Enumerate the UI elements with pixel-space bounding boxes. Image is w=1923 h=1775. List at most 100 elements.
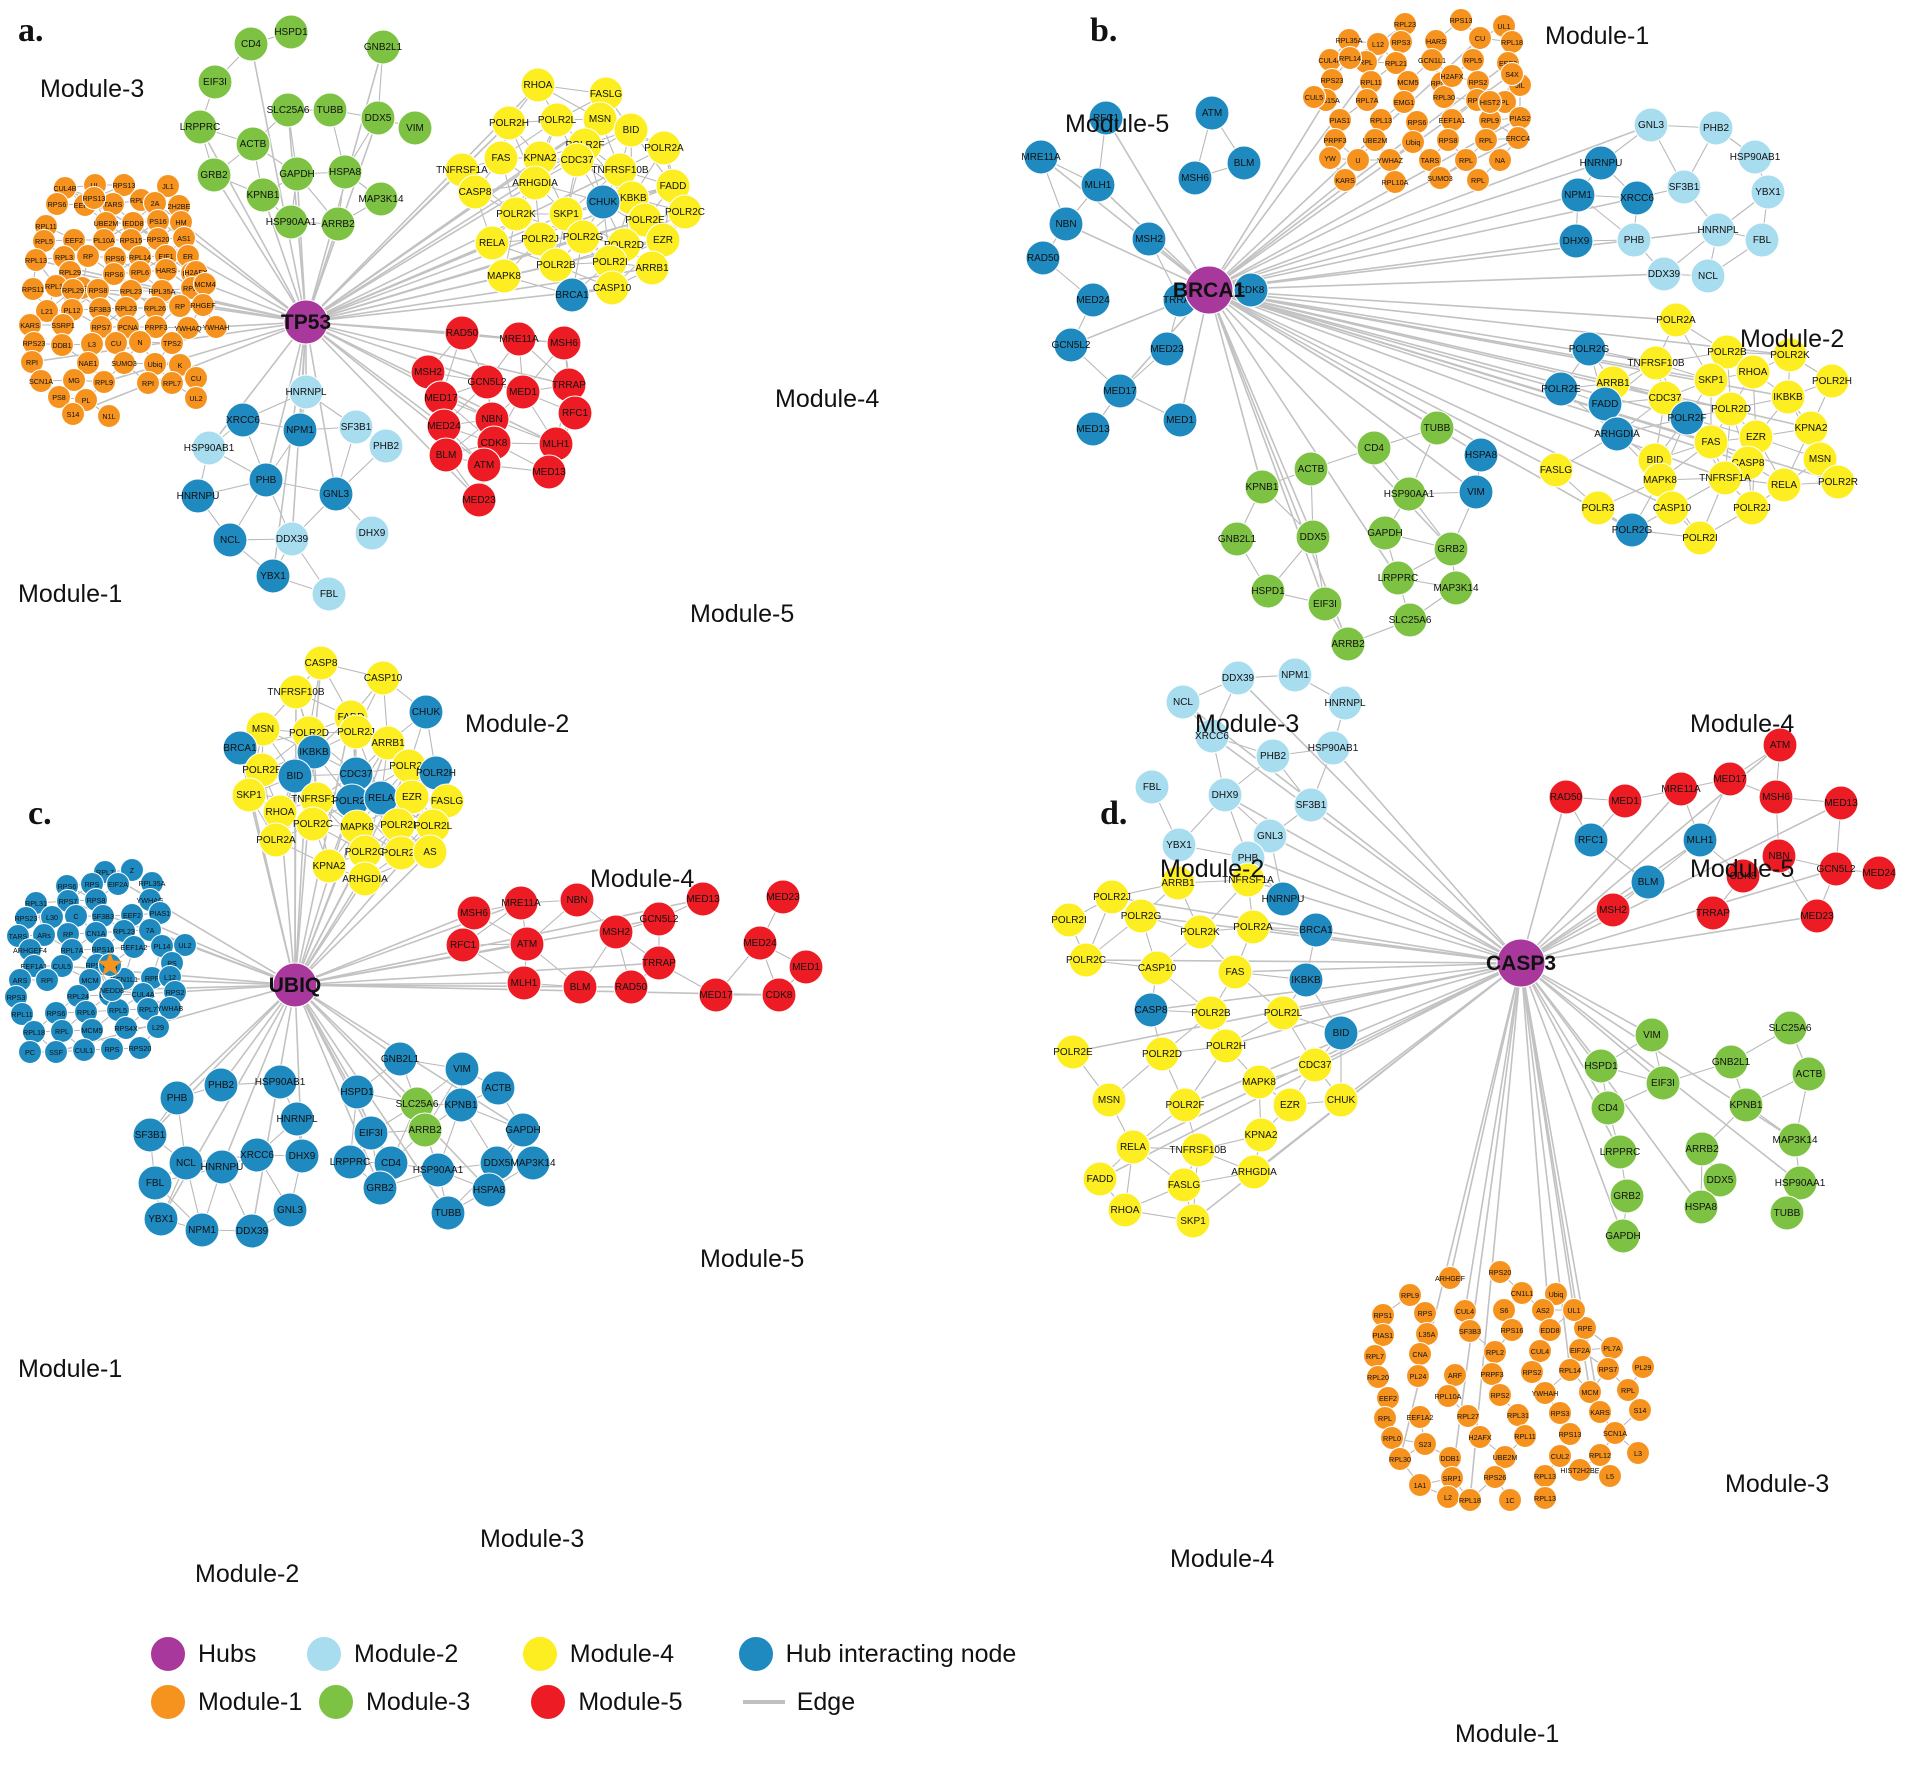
network-node-ddb1[interactable] xyxy=(49,332,75,358)
network-node-ezr[interactable] xyxy=(394,779,430,815)
network-node-med24[interactable] xyxy=(1075,282,1111,318)
network-node-cul4a[interactable] xyxy=(1317,47,1343,73)
network-node-eif3i[interactable] xyxy=(1645,1065,1681,1101)
network-node-ybx1[interactable] xyxy=(143,1201,179,1237)
network-node-ddx39[interactable] xyxy=(234,1213,270,1249)
network-node-polr2l[interactable] xyxy=(539,102,575,138)
network-node-sumo3[interactable] xyxy=(1427,165,1453,191)
network-node-ars[interactable] xyxy=(31,922,57,948)
network-node-vim[interactable] xyxy=(444,1051,480,1087)
network-node-rp[interactable] xyxy=(167,293,193,319)
network-node-map3k14[interactable] xyxy=(515,1145,551,1181)
network-node-l3[interactable] xyxy=(1625,1440,1651,1466)
network-node-polr2c[interactable] xyxy=(667,194,703,230)
network-node-rpl9[interactable] xyxy=(1397,1282,1423,1308)
network-node-rpl[interactable] xyxy=(1453,147,1479,173)
network-node-phb[interactable] xyxy=(159,1080,195,1116)
network-node-med1[interactable] xyxy=(505,374,541,410)
network-node-mlh1[interactable] xyxy=(1080,167,1116,203)
network-node-polr2a[interactable] xyxy=(646,130,682,166)
network-node-polr2a[interactable] xyxy=(258,822,294,858)
network-node-actb[interactable] xyxy=(480,1070,516,1106)
network-node-npm1[interactable] xyxy=(1277,657,1313,693)
network-node-casp10[interactable] xyxy=(594,270,630,306)
network-node-polr2j[interactable] xyxy=(338,714,374,750)
network-node-cul4[interactable] xyxy=(1452,1298,1478,1324)
network-node-rpl30[interactable] xyxy=(1387,1446,1413,1472)
network-node-s4x[interactable] xyxy=(1499,61,1525,87)
network-node-faslg[interactable] xyxy=(1538,452,1574,488)
network-node-kars[interactable] xyxy=(1587,1399,1613,1425)
network-node-casp8[interactable] xyxy=(303,645,339,681)
network-node-kpnb1[interactable] xyxy=(1728,1087,1764,1123)
network-node-hnrnpu[interactable] xyxy=(1583,145,1619,181)
network-node-hsp90aa1[interactable] xyxy=(1782,1165,1818,1201)
network-node-rps13[interactable] xyxy=(1448,7,1474,33)
network-node-med23[interactable] xyxy=(1149,331,1185,367)
network-node-atm[interactable] xyxy=(1762,727,1798,763)
network-node-rpl18[interactable] xyxy=(1457,1487,1483,1513)
network-node-s23[interactable] xyxy=(1412,1431,1438,1457)
network-node-polr2e[interactable] xyxy=(1055,1034,1091,1070)
network-node-polr2b[interactable] xyxy=(1193,995,1229,1031)
network-node-gnb2l1[interactable] xyxy=(1713,1044,1749,1080)
network-node-pl7a[interactable] xyxy=(1599,1335,1625,1361)
network-node-msh6[interactable] xyxy=(546,325,582,361)
network-node-pl10a[interactable] xyxy=(91,227,117,253)
network-node-pl29[interactable] xyxy=(1630,1354,1656,1380)
network-node-l2[interactable] xyxy=(1435,1484,1461,1510)
network-node-med17[interactable] xyxy=(1712,761,1748,797)
network-node-arf[interactable] xyxy=(1442,1362,1468,1388)
network-node-cn1l1[interactable] xyxy=(1509,1280,1535,1306)
network-node-kpna2[interactable] xyxy=(1243,1117,1279,1153)
network-node-med17[interactable] xyxy=(1102,373,1138,409)
network-node-med13[interactable] xyxy=(1823,785,1859,821)
network-node-dhx9[interactable] xyxy=(354,515,390,551)
network-node-rpl18[interactable] xyxy=(21,1019,47,1045)
network-node-polr2j[interactable] xyxy=(1734,490,1770,526)
network-node-hsp90ab1[interactable] xyxy=(1737,139,1773,175)
network-node-gcn1l1[interactable] xyxy=(1419,47,1445,73)
network-node-h2afx[interactable] xyxy=(1439,63,1465,89)
network-node-med1[interactable] xyxy=(1607,783,1643,819)
network-node-actb[interactable] xyxy=(235,126,271,162)
network-node-rp[interactable] xyxy=(75,243,101,269)
network-node-scn1a[interactable] xyxy=(1602,1420,1628,1446)
network-node-rfc1[interactable] xyxy=(1573,822,1609,858)
network-node-rps[interactable] xyxy=(99,1036,125,1062)
network-node-sf3b1[interactable] xyxy=(132,1117,168,1153)
network-node-rpl2[interactable] xyxy=(1482,1339,1508,1365)
network-node-polr2e[interactable] xyxy=(1543,371,1579,407)
network-node-polr2c[interactable] xyxy=(295,806,331,842)
network-node-gapdh[interactable] xyxy=(279,156,315,192)
network-node-atm[interactable] xyxy=(1194,95,1230,131)
network-node-rps16[interactable] xyxy=(1499,1317,1525,1343)
network-node-tnfrsf10b[interactable] xyxy=(1638,345,1674,381)
network-node-rpl[interactable] xyxy=(1465,167,1491,193)
network-node-hsp90aa1[interactable] xyxy=(420,1152,456,1188)
network-node-msh6[interactable] xyxy=(456,895,492,931)
network-node-ul1[interactable] xyxy=(1561,1297,1587,1323)
network-node-rhoa[interactable] xyxy=(1735,354,1771,390)
network-node-nedd8[interactable] xyxy=(99,977,125,1003)
network-node-casp8[interactable] xyxy=(1133,992,1169,1028)
network-node-cdk8[interactable] xyxy=(1725,858,1761,894)
network-node-arrb2[interactable] xyxy=(1330,626,1366,662)
network-node-hsp90aa1[interactable] xyxy=(273,204,309,240)
network-node-ddx39[interactable] xyxy=(1646,256,1682,292)
network-node-1c[interactable] xyxy=(1497,1487,1523,1513)
network-node-mlh1[interactable] xyxy=(506,965,542,1001)
network-node-polr2g[interactable] xyxy=(1123,898,1159,934)
network-node-rps6[interactable] xyxy=(44,191,70,217)
network-node-gnl3[interactable] xyxy=(318,476,354,512)
network-node-polr2a[interactable] xyxy=(1235,909,1271,945)
network-node-lrpprc[interactable] xyxy=(1602,1134,1638,1170)
network-node-hist2h2be[interactable] xyxy=(1567,1457,1593,1483)
network-node-mre11a[interactable] xyxy=(501,321,537,357)
network-node-rps4x[interactable] xyxy=(113,1015,139,1041)
network-node-mlh1[interactable] xyxy=(1682,822,1718,858)
network-node-polr2k[interactable] xyxy=(1772,337,1808,373)
network-node-gcn5l2[interactable] xyxy=(641,901,677,937)
network-node-rpl5[interactable] xyxy=(1460,47,1486,73)
network-node-ubiq[interactable] xyxy=(1400,129,1426,155)
